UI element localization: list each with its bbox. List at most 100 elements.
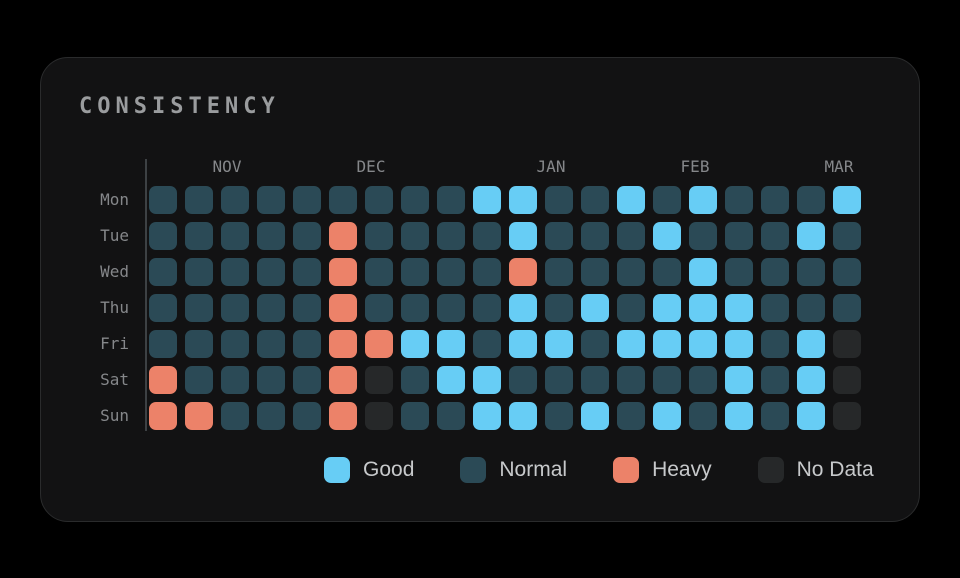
heatmap-cell[interactable] xyxy=(473,330,501,358)
heatmap-cell[interactable] xyxy=(293,366,321,394)
heatmap-cell[interactable] xyxy=(581,186,609,214)
heatmap-cell[interactable] xyxy=(437,330,465,358)
heatmap-cell[interactable] xyxy=(221,222,249,250)
heatmap-cell[interactable] xyxy=(689,294,717,322)
heatmap-cell[interactable] xyxy=(257,330,285,358)
heatmap-cell[interactable] xyxy=(365,294,393,322)
heatmap-cell[interactable] xyxy=(329,186,357,214)
heatmap-cell[interactable] xyxy=(185,186,213,214)
heatmap-cell[interactable] xyxy=(185,222,213,250)
heatmap-cell[interactable] xyxy=(185,366,213,394)
heatmap-cell[interactable] xyxy=(689,330,717,358)
heatmap-cell[interactable] xyxy=(833,330,861,358)
heatmap-cell[interactable] xyxy=(725,294,753,322)
heatmap-cell[interactable] xyxy=(365,402,393,430)
heatmap-cell[interactable] xyxy=(149,222,177,250)
heatmap-cell[interactable] xyxy=(509,366,537,394)
heatmap-cell[interactable] xyxy=(329,294,357,322)
heatmap-cell[interactable] xyxy=(797,222,825,250)
heatmap-cell[interactable] xyxy=(437,222,465,250)
heatmap-cell[interactable] xyxy=(581,222,609,250)
heatmap-cell[interactable] xyxy=(257,366,285,394)
heatmap-cell[interactable] xyxy=(617,294,645,322)
heatmap-cell[interactable] xyxy=(473,402,501,430)
heatmap-cell[interactable] xyxy=(725,186,753,214)
heatmap-cell[interactable] xyxy=(437,294,465,322)
heatmap-cell[interactable] xyxy=(437,366,465,394)
heatmap-cell[interactable] xyxy=(221,186,249,214)
heatmap-cell[interactable] xyxy=(545,294,573,322)
heatmap-cell[interactable] xyxy=(509,186,537,214)
heatmap-cell[interactable] xyxy=(653,366,681,394)
heatmap-cell[interactable] xyxy=(221,294,249,322)
heatmap-cell[interactable] xyxy=(689,186,717,214)
heatmap-cell[interactable] xyxy=(797,366,825,394)
heatmap-cell[interactable] xyxy=(293,222,321,250)
heatmap-cell[interactable] xyxy=(653,402,681,430)
heatmap-cell[interactable] xyxy=(581,330,609,358)
heatmap-cell[interactable] xyxy=(221,258,249,286)
heatmap-cell[interactable] xyxy=(473,222,501,250)
heatmap-cell[interactable] xyxy=(185,294,213,322)
heatmap-cell[interactable] xyxy=(329,366,357,394)
heatmap-cell[interactable] xyxy=(545,330,573,358)
heatmap-cell[interactable] xyxy=(653,186,681,214)
heatmap-cell[interactable] xyxy=(761,258,789,286)
heatmap-cell[interactable] xyxy=(833,402,861,430)
heatmap-cell[interactable] xyxy=(833,366,861,394)
heatmap-cell[interactable] xyxy=(797,186,825,214)
heatmap-cell[interactable] xyxy=(725,258,753,286)
heatmap-cell[interactable] xyxy=(401,366,429,394)
heatmap-cell[interactable] xyxy=(293,402,321,430)
heatmap-cell[interactable] xyxy=(365,366,393,394)
heatmap-cell[interactable] xyxy=(437,186,465,214)
heatmap-cell[interactable] xyxy=(365,258,393,286)
heatmap-cell[interactable] xyxy=(401,222,429,250)
heatmap-cell[interactable] xyxy=(437,402,465,430)
heatmap-cell[interactable] xyxy=(689,222,717,250)
heatmap-cell[interactable] xyxy=(653,258,681,286)
heatmap-cell[interactable] xyxy=(401,402,429,430)
heatmap-cell[interactable] xyxy=(149,294,177,322)
heatmap-cell[interactable] xyxy=(833,222,861,250)
heatmap-cell[interactable] xyxy=(833,258,861,286)
heatmap-cell[interactable] xyxy=(221,330,249,358)
heatmap-cell[interactable] xyxy=(329,222,357,250)
heatmap-cell[interactable] xyxy=(581,366,609,394)
heatmap-cell[interactable] xyxy=(221,366,249,394)
heatmap-cell[interactable] xyxy=(689,258,717,286)
heatmap-cell[interactable] xyxy=(149,330,177,358)
heatmap-cell[interactable] xyxy=(581,258,609,286)
heatmap-cell[interactable] xyxy=(293,186,321,214)
heatmap-cell[interactable] xyxy=(473,294,501,322)
heatmap-cell[interactable] xyxy=(581,402,609,430)
heatmap-cell[interactable] xyxy=(149,402,177,430)
heatmap-cell[interactable] xyxy=(833,186,861,214)
heatmap-cell[interactable] xyxy=(833,294,861,322)
heatmap-cell[interactable] xyxy=(761,294,789,322)
heatmap-cell[interactable] xyxy=(221,402,249,430)
heatmap-cell[interactable] xyxy=(257,186,285,214)
heatmap-cell[interactable] xyxy=(473,186,501,214)
heatmap-cell[interactable] xyxy=(401,186,429,214)
heatmap-cell[interactable] xyxy=(149,258,177,286)
heatmap-cell[interactable] xyxy=(185,330,213,358)
heatmap-cell[interactable] xyxy=(329,258,357,286)
heatmap-cell[interactable] xyxy=(473,258,501,286)
heatmap-cell[interactable] xyxy=(761,402,789,430)
heatmap-cell[interactable] xyxy=(653,222,681,250)
heatmap-cell[interactable] xyxy=(725,330,753,358)
heatmap-cell[interactable] xyxy=(761,222,789,250)
heatmap-cell[interactable] xyxy=(653,294,681,322)
heatmap-cell[interactable] xyxy=(401,294,429,322)
heatmap-cell[interactable] xyxy=(365,330,393,358)
heatmap-cell[interactable] xyxy=(797,402,825,430)
heatmap-cell[interactable] xyxy=(365,222,393,250)
heatmap-cell[interactable] xyxy=(617,366,645,394)
heatmap-cell[interactable] xyxy=(545,222,573,250)
heatmap-cell[interactable] xyxy=(257,222,285,250)
heatmap-cell[interactable] xyxy=(293,294,321,322)
heatmap-cell[interactable] xyxy=(473,366,501,394)
heatmap-cell[interactable] xyxy=(509,294,537,322)
heatmap-cell[interactable] xyxy=(149,186,177,214)
